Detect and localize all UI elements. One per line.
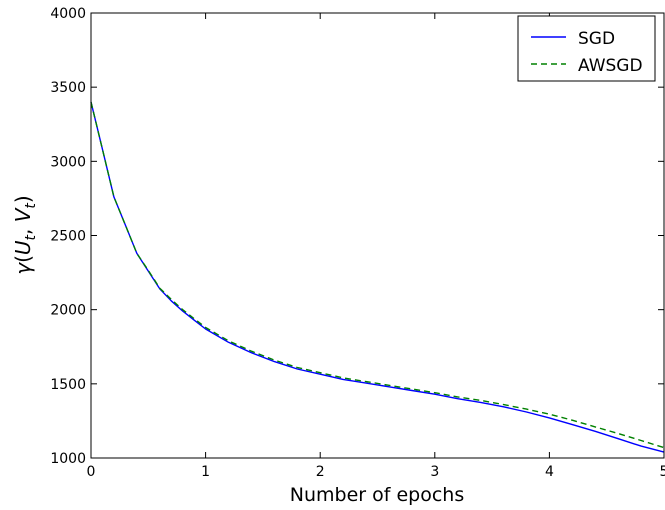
y-axis-label: γ(Ut, Vt) — [11, 195, 39, 275]
x-tick-label: 2 — [316, 464, 325, 480]
series-line-awsgd — [90, 101, 665, 449]
y-tick-label: 1500 — [50, 377, 86, 393]
x-axis-label: Number of epochs — [290, 484, 464, 506]
y-tick-label: 2500 — [50, 229, 86, 245]
legend-label-sgd: SGD — [578, 29, 615, 49]
y-tick-label: 4000 — [50, 6, 86, 22]
legend-box — [517, 15, 656, 82]
x-tick-label: 5 — [660, 464, 665, 480]
x-tick-label: 4 — [545, 464, 554, 480]
series-layer — [90, 101, 665, 453]
legend-label-awsgd: AWSGD — [578, 56, 643, 76]
x-tick-label: 3 — [430, 464, 439, 480]
ticks-layer: 0 1 2 3 4 5 1000 1500 2000 2500 3000 3500 4000 — [50, 6, 665, 480]
legend: SGD AWSGD — [517, 15, 656, 82]
y-tick-label: 3500 — [50, 80, 86, 96]
y-tick-label: 2000 — [50, 303, 86, 319]
x-tick-label: 1 — [201, 464, 210, 480]
x-tick-label: 0 — [87, 464, 96, 480]
y-tick-label: 1000 — [50, 451, 86, 467]
y-tick-label: 3000 — [50, 154, 86, 170]
series-line-sgd — [90, 101, 665, 453]
plot-frame — [90, 12, 665, 459]
